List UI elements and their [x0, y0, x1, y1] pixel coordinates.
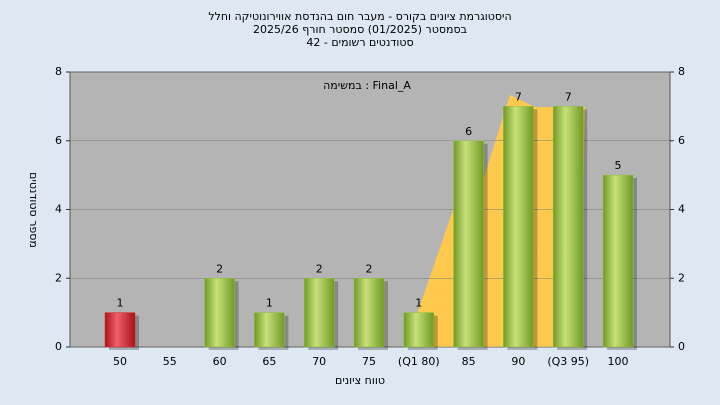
y-tick-label: 0 — [55, 340, 62, 353]
value-label: 6 — [465, 125, 472, 138]
y2-tick-label: 4 — [678, 203, 685, 216]
y-axis-label: מספר סטודנטים — [27, 172, 40, 248]
bar — [453, 140, 484, 348]
value-label: 5 — [615, 159, 622, 172]
x-tick-label: 50 — [113, 355, 127, 368]
x-tick-label: (Q1 80) — [398, 355, 440, 368]
value-label: 1 — [117, 297, 124, 310]
x-tick-label: 65 — [262, 355, 276, 368]
y2-tick-label: 8 — [678, 65, 685, 78]
x-tick-label: 85 — [462, 355, 476, 368]
x-tick-label: 100 — [608, 355, 629, 368]
y-tick-label: 2 — [55, 271, 62, 284]
x-tick-label: 60 — [213, 355, 227, 368]
x-tick-label: 70 — [312, 355, 326, 368]
chart-subtitle: בסמסטר (01/2025) סמסטר חורף 2025/26 — [253, 23, 467, 36]
bar — [552, 106, 584, 348]
value-label: 1 — [266, 297, 273, 310]
bar — [602, 174, 634, 348]
bar — [104, 312, 136, 348]
chart-subtitle: סטודנטים רשומים - 42 — [306, 36, 413, 49]
value-label: 7 — [515, 90, 522, 103]
bar — [353, 278, 385, 348]
x-tick-label: (Q3 95) — [547, 355, 589, 368]
x-axis-label: טווח ציונים — [335, 374, 385, 387]
value-label: 2 — [216, 262, 223, 275]
y-tick-label: 4 — [55, 203, 62, 216]
value-label: 1 — [415, 297, 422, 310]
bar — [403, 312, 435, 348]
y2-tick-label: 6 — [678, 134, 685, 147]
value-label: 2 — [366, 262, 373, 275]
y-tick-label: 8 — [55, 65, 62, 78]
y2-tick-label: 2 — [678, 271, 685, 284]
value-label: 7 — [565, 90, 572, 103]
bar — [254, 312, 285, 348]
x-tick-label: 55 — [163, 355, 177, 368]
y-tick-label: 6 — [55, 134, 62, 147]
bar — [204, 278, 235, 348]
x-tick-label: 90 — [511, 355, 525, 368]
x-tick-label: 75 — [362, 355, 376, 368]
bar — [303, 278, 335, 348]
chart-title: היסטוגרמת ציונים בקורס - מעבר חום בהנדסת… — [208, 10, 511, 23]
annotation: במשימה : Final_A — [323, 79, 411, 92]
value-label: 2 — [316, 262, 323, 275]
y2-tick-label: 0 — [678, 340, 685, 353]
bar — [503, 106, 534, 348]
